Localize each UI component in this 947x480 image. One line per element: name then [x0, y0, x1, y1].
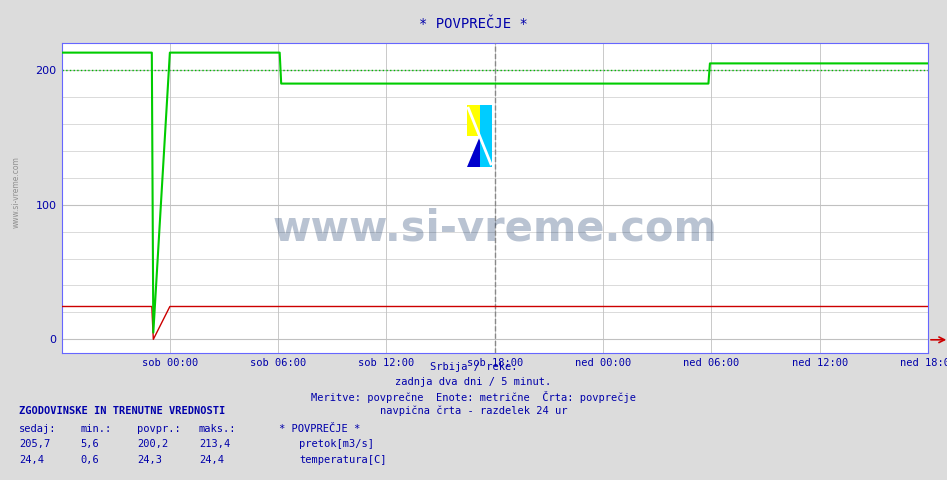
Text: 5,6: 5,6: [80, 439, 99, 449]
Text: navpična črta - razdelek 24 ur: navpična črta - razdelek 24 ur: [380, 406, 567, 416]
Text: ZGODOVINSKE IN TRENUTNE VREDNOSTI: ZGODOVINSKE IN TRENUTNE VREDNOSTI: [19, 406, 225, 416]
Text: 0,6: 0,6: [80, 455, 99, 465]
Text: * POVPREČJE *: * POVPREČJE *: [279, 424, 361, 434]
Text: 213,4: 213,4: [199, 439, 230, 449]
Text: 200,2: 200,2: [137, 439, 169, 449]
Text: maks.:: maks.:: [199, 424, 237, 434]
Text: povpr.:: povpr.:: [137, 424, 181, 434]
Text: sedaj:: sedaj:: [19, 424, 57, 434]
Text: temperatura[C]: temperatura[C]: [299, 455, 386, 465]
Text: www.si-vreme.com: www.si-vreme.com: [273, 208, 717, 250]
Text: 24,3: 24,3: [137, 455, 162, 465]
Text: 205,7: 205,7: [19, 439, 50, 449]
Text: 24,4: 24,4: [19, 455, 44, 465]
Bar: [479, 105, 492, 167]
Text: min.:: min.:: [80, 424, 112, 434]
Text: 24,4: 24,4: [199, 455, 223, 465]
Text: * POVPREČJE *: * POVPREČJE *: [420, 17, 527, 31]
Text: zadnja dva dni / 5 minut.: zadnja dva dni / 5 minut.: [396, 377, 551, 387]
Text: www.si-vreme.com: www.si-vreme.com: [11, 156, 21, 228]
Text: Meritve: povprečne  Enote: metrične  Črta: povprečje: Meritve: povprečne Enote: metrične Črta:…: [311, 391, 636, 403]
Text: pretok[m3/s]: pretok[m3/s]: [299, 439, 374, 449]
Text: Srbija / reke.: Srbija / reke.: [430, 362, 517, 372]
Polygon shape: [467, 136, 479, 167]
Bar: [467, 105, 479, 136]
